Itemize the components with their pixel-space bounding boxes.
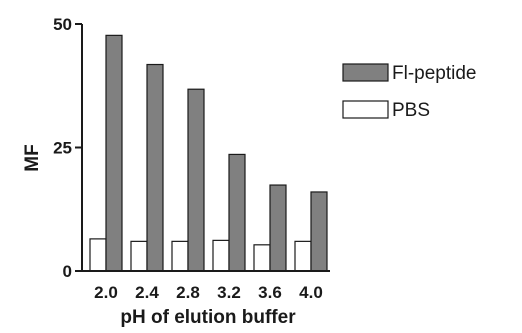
x-tick-label: 3.2 xyxy=(217,283,241,302)
x-tick-label: 2.8 xyxy=(176,283,200,302)
bar-pbs-4 xyxy=(253,244,271,272)
legend-swatch xyxy=(342,100,389,119)
x-tick-label: 4.0 xyxy=(299,283,323,302)
bar-fl-peptide-2 xyxy=(187,88,205,272)
y-ticks: 0 25 50 xyxy=(53,15,82,281)
x-tick-label: 2.0 xyxy=(94,283,118,302)
bar-fl-peptide-0 xyxy=(105,34,123,272)
bar-pbs-5 xyxy=(294,240,312,272)
legend: Fl-peptide PBS xyxy=(342,63,477,121)
y-tick-label: 25 xyxy=(53,139,72,158)
x-tick-label: 3.6 xyxy=(258,283,282,302)
bar-fl-peptide-1 xyxy=(146,63,164,272)
y-tick-label: 0 xyxy=(63,262,72,281)
legend-label: Fl-peptide xyxy=(392,63,477,84)
bar-fl-peptide-5 xyxy=(310,191,328,272)
x-axis-title: pH of elution buffer xyxy=(120,307,296,328)
x-ticks: 2.0 2.4 2.8 3.2 3.6 4.0 xyxy=(94,283,323,302)
bar-pbs-3 xyxy=(212,239,230,272)
x-tick-label: 2.4 xyxy=(135,283,159,302)
bar-pbs-0 xyxy=(89,238,107,272)
bar-fl-peptide-4 xyxy=(269,184,287,272)
legend-swatch xyxy=(342,63,389,82)
legend-label: PBS xyxy=(392,100,430,121)
bar-pbs-1 xyxy=(130,240,148,272)
y-axis-title: MF xyxy=(22,144,43,171)
bars-layer xyxy=(89,34,328,272)
bar-pbs-2 xyxy=(171,240,189,272)
y-tick-label: 50 xyxy=(53,15,72,34)
bar-fl-peptide-3 xyxy=(228,153,246,272)
